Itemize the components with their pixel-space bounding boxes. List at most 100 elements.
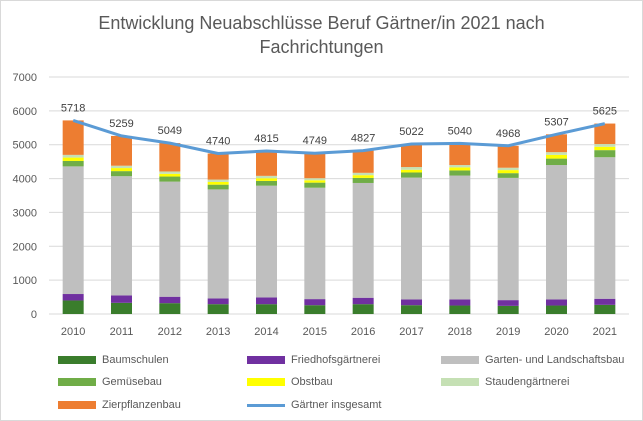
- bar-segment-0: [401, 305, 422, 314]
- data-label-total: 4827: [351, 133, 375, 145]
- bar-segment-5: [159, 171, 181, 174]
- legend-swatch: [247, 404, 285, 407]
- bar-segment-0: [352, 304, 374, 314]
- data-label-total: 5307: [544, 116, 568, 128]
- bar-segment-1: [546, 299, 567, 306]
- bar-segment-5: [352, 172, 374, 176]
- bar-segment-2: [111, 176, 132, 296]
- legend-swatch: [247, 378, 285, 386]
- bar-segment-1: [594, 298, 616, 305]
- bar-segment-4: [594, 146, 616, 151]
- bar-segment-3: [594, 150, 616, 158]
- legend-label: Gemüsebau: [102, 376, 162, 388]
- bar-segment-0: [207, 304, 229, 314]
- bar-segment-6: [401, 143, 422, 168]
- data-label-total: 5049: [158, 125, 182, 137]
- bar-segment-4: [497, 170, 519, 174]
- bar-segment-5: [401, 167, 422, 170]
- x-tick-label: 2019: [496, 326, 520, 338]
- bar-segment-6: [497, 145, 519, 168]
- legend-label: Zierpflanzenbau: [102, 399, 181, 411]
- x-tick-label: 2012: [158, 326, 182, 338]
- bar-segment-6: [594, 123, 616, 145]
- x-tick-label: 2016: [351, 326, 375, 338]
- bar-segment-1: [304, 299, 326, 306]
- bar-segment-4: [111, 168, 132, 172]
- legend-label: Garten- und Landschaftsbau: [485, 354, 625, 366]
- bar-segment-5: [62, 154, 84, 158]
- bar-segment-3: [256, 180, 277, 186]
- bar-segment-6: [159, 143, 181, 172]
- bar-segment-3: [352, 177, 374, 183]
- data-label-total: 5040: [448, 125, 472, 137]
- bar-segment-2: [449, 175, 471, 300]
- legend-label: Obstbau: [291, 376, 333, 388]
- bar-segment-2: [546, 165, 567, 300]
- bar-segment-4: [401, 169, 422, 173]
- x-tick-label: 2013: [206, 326, 230, 338]
- bar-segment-3: [304, 182, 326, 188]
- bar-segment-0: [497, 305, 519, 314]
- bar-segment-6: [546, 134, 567, 153]
- data-label-total: 4968: [496, 128, 520, 140]
- bar-segment-2: [159, 181, 181, 297]
- bar-segment-2: [207, 189, 229, 299]
- bar-segment-2: [497, 177, 519, 301]
- bar-segment-3: [207, 184, 229, 190]
- x-tick-label: 2021: [593, 326, 617, 338]
- legend-label: Friedhofsgärtnerei: [291, 354, 381, 366]
- legend-swatch: [247, 356, 285, 364]
- data-label-total: 5718: [61, 102, 85, 114]
- data-label-total: 4740: [206, 136, 230, 148]
- data-label-total: 4749: [303, 135, 327, 147]
- bar-segment-4: [62, 157, 84, 161]
- bar-segment-3: [546, 158, 567, 166]
- y-tick-label: 5000: [13, 140, 37, 152]
- bar-segment-0: [256, 304, 277, 314]
- bar-segment-1: [449, 299, 471, 306]
- bar-segment-6: [62, 120, 84, 155]
- bar-segment-4: [546, 154, 567, 159]
- legend-swatch: [441, 356, 479, 364]
- bar-segment-4: [304, 180, 326, 183]
- bar-segment-2: [594, 157, 616, 299]
- bar-segment-3: [111, 171, 132, 177]
- bar-segment-0: [449, 305, 471, 314]
- bar-segment-5: [256, 175, 277, 179]
- y-tick-label: 6000: [13, 106, 37, 118]
- data-label-total: 5022: [399, 126, 423, 138]
- legend-label: Baumschulen: [102, 354, 169, 366]
- bar-segment-3: [449, 170, 471, 176]
- y-tick-label: 0: [31, 309, 37, 321]
- x-tick-label: 2014: [254, 326, 278, 338]
- bar-segment-5: [594, 144, 616, 147]
- bar-segment-1: [111, 295, 132, 303]
- bar-segment-1: [352, 297, 374, 305]
- bar-segment-2: [256, 185, 277, 298]
- bar-segment-0: [594, 304, 616, 314]
- bar-segment-5: [497, 167, 519, 171]
- chart-title-line-2: Fachrichtungen: [259, 37, 384, 57]
- bar-segment-4: [256, 178, 277, 181]
- bar-segment-1: [256, 297, 277, 305]
- bar-segment-4: [449, 167, 471, 171]
- bar-segment-1: [207, 298, 229, 305]
- bar-segment-0: [62, 300, 84, 314]
- y-tick-label: 4000: [13, 174, 37, 186]
- bar-segment-5: [111, 165, 132, 169]
- bar-segment-5: [546, 152, 567, 155]
- bar-segment-2: [304, 187, 326, 300]
- bar-segment-6: [256, 150, 277, 176]
- bar-segment-1: [159, 296, 181, 304]
- chart-title: Entwicklung Neuabschlüsse Beruf Gärtner/…: [1, 11, 642, 59]
- legend-label: Staudengärtnerei: [485, 376, 570, 388]
- bar-segment-1: [401, 299, 422, 306]
- y-tick-label: 1000: [13, 275, 37, 287]
- legend-swatch: [58, 401, 96, 409]
- x-tick-label: 2017: [399, 326, 423, 338]
- bar-segment-5: [207, 179, 229, 182]
- bar-segment-0: [111, 302, 132, 314]
- bar-segment-6: [304, 153, 326, 179]
